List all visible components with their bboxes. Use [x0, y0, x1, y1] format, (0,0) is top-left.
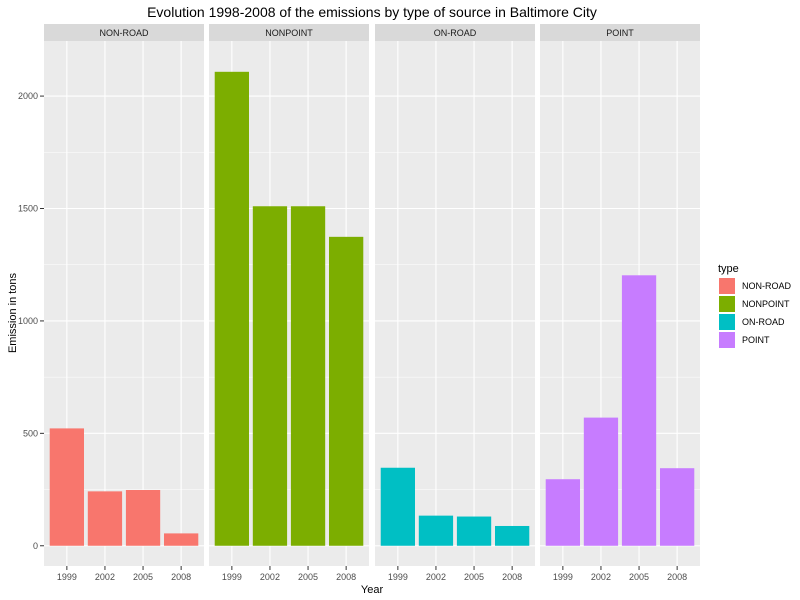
bar	[380, 467, 415, 546]
facet-panel: NONPOINT 1999 2002 2005 2008	[209, 24, 369, 582]
legend-key	[719, 314, 735, 330]
x-tick-label: 2005	[464, 572, 484, 582]
x-tick-label: 2008	[171, 572, 191, 582]
y-tick-label: 1500	[18, 204, 38, 214]
bar	[329, 236, 364, 546]
y-tick-label: 1000	[18, 316, 38, 326]
facet-strip	[540, 24, 700, 41]
y-tick-label: 500	[23, 428, 38, 438]
x-tick-label: 2002	[426, 572, 446, 582]
bar	[252, 206, 288, 546]
facet-panel: ON-ROAD 1999 2002 2005 2008	[375, 24, 535, 582]
facet-strip	[375, 24, 535, 41]
bar	[49, 428, 84, 546]
legend-title: type	[718, 263, 739, 275]
legend-key	[719, 296, 735, 312]
bar	[87, 491, 123, 546]
x-tick-label: 1999	[222, 572, 242, 582]
facet-strip-label: NONPOINT	[265, 28, 313, 38]
x-tick-label: 2008	[667, 572, 687, 582]
legend-label: NON-ROAD	[742, 281, 791, 291]
bar	[418, 515, 454, 546]
facet-strip-label: POINT	[606, 28, 634, 38]
x-tick-label: 2008	[336, 572, 356, 582]
x-tick-label: 2002	[591, 572, 611, 582]
x-tick-label: 1999	[57, 572, 77, 582]
y-tick-label: 0	[33, 541, 38, 551]
chart-title: Evolution 1998-2008 of the emissions by …	[147, 4, 597, 20]
legend-label: POINT	[742, 335, 770, 345]
y-axis-title: Emission in tons	[7, 272, 19, 353]
legend-key	[719, 332, 735, 348]
legend: type NON-ROAD NONPOINT ON-ROAD POINT	[718, 263, 791, 348]
facet-panel: POINT 1999 2002 2005 2008	[540, 24, 700, 582]
bar	[583, 417, 619, 546]
legend-label: NONPOINT	[742, 299, 790, 309]
legend-key	[719, 278, 735, 294]
x-tick-label: 2002	[95, 572, 115, 582]
x-tick-label: 2005	[133, 572, 153, 582]
facet-strip-label: ON-ROAD	[434, 28, 477, 38]
bar	[495, 525, 530, 546]
bar	[214, 71, 249, 546]
x-tick-label: 2005	[629, 572, 649, 582]
x-tick-label: 1999	[388, 572, 408, 582]
x-tick-label: 2005	[298, 572, 318, 582]
bar	[660, 468, 695, 546]
bar	[164, 533, 199, 546]
bar	[290, 206, 326, 546]
bar	[456, 516, 492, 546]
x-tick-label: 2002	[260, 572, 280, 582]
facet-panel: NON-ROAD 1999 2002 2005 2008	[44, 24, 204, 582]
bar	[545, 479, 580, 546]
y-axis: 0 500 1000 1500 2000	[18, 91, 44, 551]
legend-label: ON-ROAD	[742, 317, 785, 327]
y-tick-label: 2000	[18, 91, 38, 101]
facet-strip-label: NON-ROAD	[100, 28, 149, 38]
x-tick-label: 1999	[553, 572, 573, 582]
facet-panels: NON-ROAD 1999 2002 2005 2008 NONPOINT 1999 2002…	[44, 24, 700, 582]
x-axis-title: Year	[361, 584, 384, 596]
bar	[125, 490, 161, 546]
bar	[621, 275, 657, 546]
x-tick-label: 2008	[502, 572, 522, 582]
facet-strip	[44, 24, 204, 41]
facet-strip	[209, 24, 369, 41]
